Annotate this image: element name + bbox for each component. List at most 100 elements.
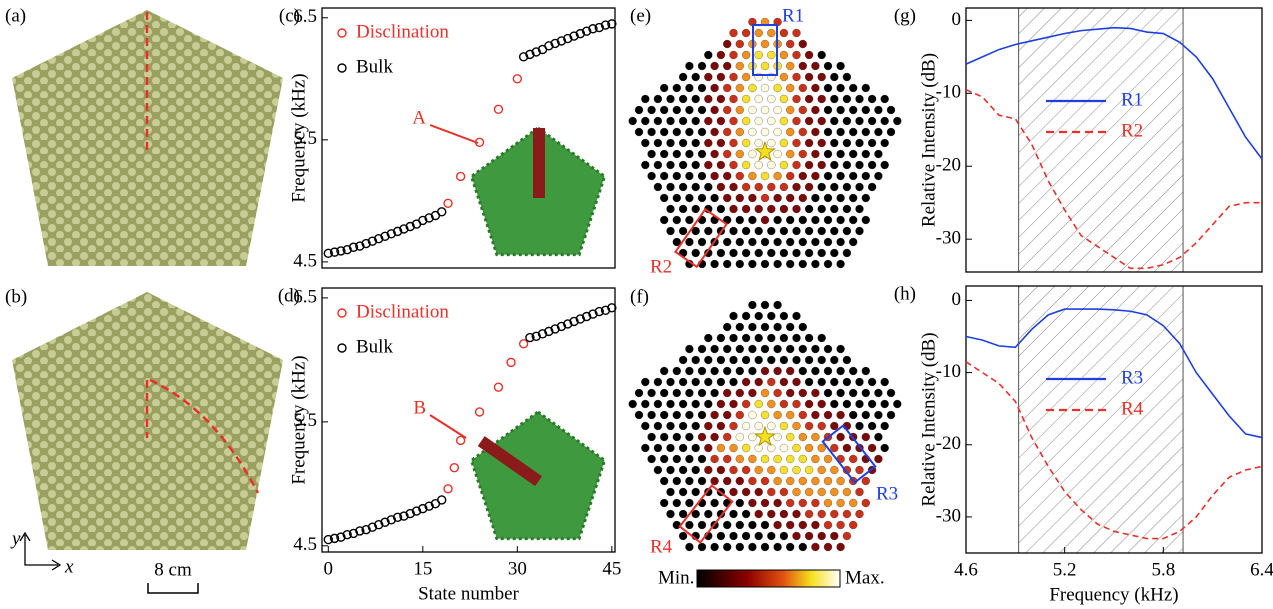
data-point (424, 213, 434, 223)
lattice-site (685, 344, 694, 354)
lattice-site (849, 83, 858, 93)
lattice-site (786, 39, 795, 49)
lattice-site (754, 465, 763, 475)
lattice-site (710, 149, 719, 159)
scale-bar (147, 583, 199, 594)
lattice-site (823, 388, 833, 398)
lattice-site (867, 94, 877, 104)
lattice-site (798, 237, 807, 247)
lattice-site (691, 94, 700, 104)
legend-marker (337, 63, 347, 73)
lattice-site (660, 127, 669, 137)
lattice-site (685, 366, 694, 376)
axis-name: y (10, 528, 21, 549)
lattice-site (653, 443, 663, 453)
lattice-site (741, 399, 751, 409)
y-tick-label: -20 (936, 155, 961, 176)
lattice-site (729, 138, 738, 148)
lattice-site (842, 399, 852, 409)
lattice-site (741, 355, 751, 365)
y-tick-label: -30 (936, 228, 961, 249)
lattice-site (748, 105, 757, 115)
lattice-site (880, 421, 889, 431)
lattice-site (773, 542, 782, 552)
lattice-site (710, 344, 719, 354)
lattice-site (716, 248, 726, 258)
lattice-site (729, 226, 738, 236)
lattice-site (760, 83, 770, 93)
lattice-site (729, 531, 738, 541)
lattice-site (735, 344, 744, 354)
lattice-site (786, 476, 795, 486)
lattice-site (704, 333, 713, 343)
lattice-site (842, 226, 852, 236)
lattice-site (823, 171, 833, 181)
data-point (323, 534, 334, 545)
lattice-site (792, 399, 801, 409)
data-point (550, 38, 560, 49)
lattice-site (836, 388, 845, 398)
lattice-site (849, 105, 858, 115)
lattice-site (786, 105, 795, 115)
lattice-site (855, 204, 864, 214)
lattice-site (798, 542, 807, 552)
lattice-site (779, 248, 789, 258)
lattice-site (741, 116, 751, 126)
lattice-site (735, 520, 744, 530)
data-point (563, 33, 573, 44)
lattice-site (760, 237, 770, 247)
lattice-site (672, 105, 681, 115)
lattice-site (704, 72, 713, 82)
lattice-site (729, 50, 738, 60)
lattice-site (880, 138, 889, 148)
lattice-site (678, 182, 688, 192)
lattice-site (804, 50, 814, 60)
lattice-site (886, 388, 896, 398)
lattice-site (647, 388, 656, 398)
x-axis-label: Frequency (kHz) (1049, 584, 1178, 605)
lattice-site (697, 344, 707, 354)
lattice-site (685, 476, 694, 486)
lattice-site (773, 193, 782, 203)
lattice-site (804, 377, 814, 387)
source-star (754, 140, 776, 162)
lattice-site (723, 542, 732, 552)
lattice-site (804, 421, 814, 431)
plot-frame (965, 285, 1263, 554)
lattice-site (817, 204, 826, 214)
lattice-site (748, 520, 757, 530)
lattice-site (641, 138, 650, 148)
lattice-site (880, 443, 889, 453)
lattice-site (855, 377, 864, 387)
lattice-site (767, 531, 776, 541)
lattice-site (685, 410, 694, 420)
lattice-site (773, 520, 782, 530)
lattice-site (861, 476, 870, 486)
lattice-site (823, 520, 833, 530)
data-point (531, 331, 541, 342)
data-point (556, 36, 567, 46)
lattice-site (641, 160, 650, 170)
lattice-site (874, 127, 883, 137)
lattice-site (735, 476, 744, 486)
data-point (437, 207, 447, 217)
lattice-site (678, 509, 688, 519)
lattice-site (804, 443, 814, 453)
shaded-band (1018, 7, 1184, 273)
lattice-site (760, 61, 770, 71)
x-tick-label: 6.4 (1250, 559, 1273, 580)
lattice-site (861, 105, 870, 115)
lattice-site (716, 333, 726, 343)
data-point (569, 316, 579, 327)
lattice-site (704, 182, 713, 192)
panel-label: (b) (5, 286, 27, 307)
lattice-site (634, 127, 644, 137)
lattice-site (666, 421, 675, 431)
data-point (418, 215, 428, 226)
lattice-site (767, 333, 776, 343)
lattice-site (704, 226, 713, 236)
lattice-site (748, 454, 757, 464)
lattice-site (830, 160, 839, 170)
lattice-site (767, 138, 776, 148)
data-point (405, 508, 415, 519)
